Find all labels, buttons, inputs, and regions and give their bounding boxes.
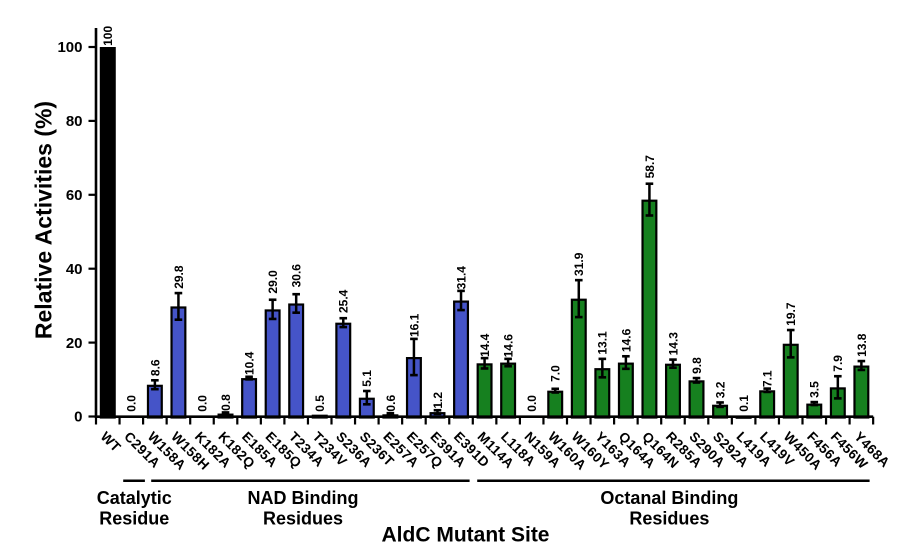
- svg-text:19.7: 19.7: [784, 302, 798, 326]
- svg-text:0.0: 0.0: [195, 395, 209, 412]
- svg-text:AldC Mutant Site: AldC Mutant Site: [382, 524, 550, 547]
- svg-text:0.0: 0.0: [125, 395, 139, 412]
- svg-text:0.8: 0.8: [219, 394, 233, 411]
- svg-text:16.1: 16.1: [407, 313, 421, 337]
- svg-text:0.5: 0.5: [313, 395, 327, 412]
- svg-text:0.1: 0.1: [737, 395, 751, 412]
- svg-text:31.9: 31.9: [572, 252, 586, 276]
- svg-text:Octanal Binding: Octanal Binding: [600, 488, 738, 508]
- svg-text:10.4: 10.4: [242, 351, 256, 375]
- svg-text:NAD Binding: NAD Binding: [248, 488, 359, 508]
- svg-text:3.5: 3.5: [808, 381, 822, 398]
- svg-text:14.3: 14.3: [666, 332, 680, 356]
- svg-text:29.0: 29.0: [266, 270, 280, 294]
- svg-text:0.0: 0.0: [525, 395, 539, 412]
- svg-text:100: 100: [57, 39, 82, 56]
- svg-text:Residue: Residue: [99, 509, 169, 529]
- svg-text:100: 100: [101, 26, 115, 46]
- svg-text:5.1: 5.1: [360, 370, 374, 387]
- svg-text:13.1: 13.1: [596, 331, 610, 355]
- svg-text:7.1: 7.1: [761, 370, 775, 387]
- svg-text:14.4: 14.4: [478, 333, 492, 357]
- svg-text:60: 60: [66, 187, 83, 204]
- svg-text:8.6: 8.6: [148, 359, 162, 376]
- svg-text:Catalytic: Catalytic: [97, 488, 172, 508]
- svg-text:Residues: Residues: [263, 509, 343, 529]
- svg-text:0: 0: [74, 409, 82, 426]
- svg-text:1.2: 1.2: [431, 392, 445, 409]
- svg-text:Residues: Residues: [629, 509, 709, 529]
- svg-text:14.6: 14.6: [619, 328, 633, 352]
- svg-text:25.4: 25.4: [337, 289, 351, 313]
- svg-text:7.9: 7.9: [831, 355, 845, 372]
- svg-text:9.8: 9.8: [690, 357, 704, 374]
- svg-text:80: 80: [66, 113, 83, 130]
- svg-text:Relative Activities (%): Relative Activities (%): [31, 101, 57, 339]
- svg-text:0.6: 0.6: [384, 395, 398, 412]
- svg-text:7.0: 7.0: [549, 365, 563, 382]
- svg-text:29.8: 29.8: [172, 265, 186, 289]
- svg-text:40: 40: [66, 261, 83, 278]
- svg-text:30.6: 30.6: [290, 264, 304, 288]
- svg-text:58.7: 58.7: [643, 155, 657, 179]
- svg-text:14.6: 14.6: [502, 334, 516, 358]
- svg-text:20: 20: [66, 335, 83, 352]
- svg-text:3.2: 3.2: [713, 381, 727, 398]
- svg-text:13.8: 13.8: [855, 333, 869, 357]
- svg-text:31.4: 31.4: [454, 266, 468, 290]
